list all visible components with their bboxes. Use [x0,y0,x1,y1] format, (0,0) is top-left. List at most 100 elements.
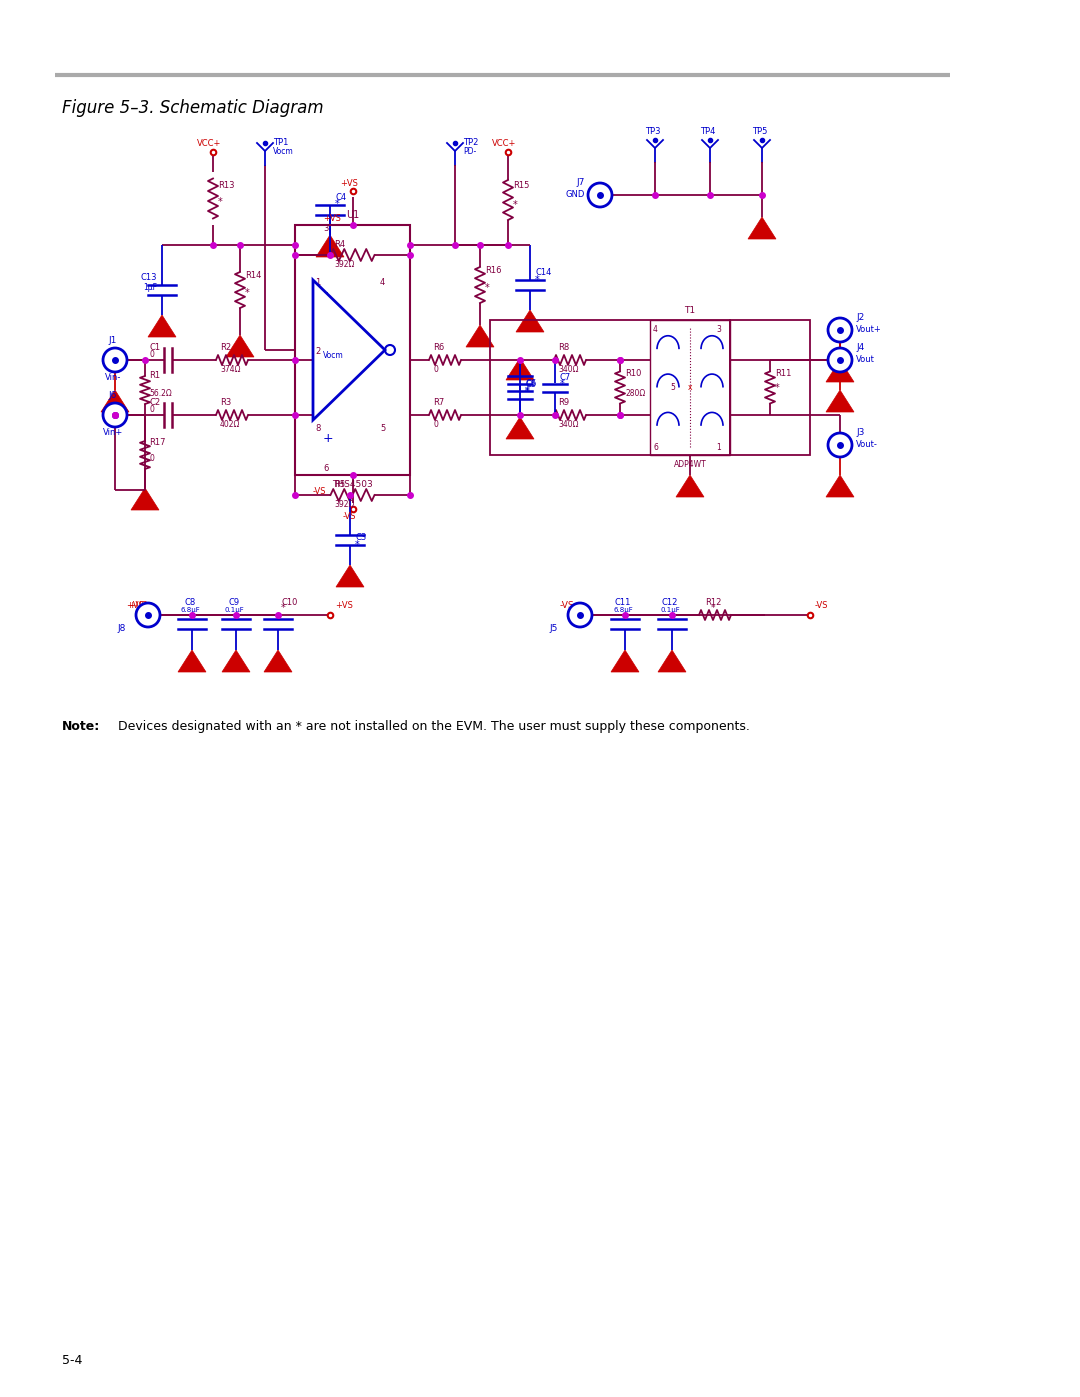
Text: C8: C8 [185,598,195,608]
Text: TP2: TP2 [463,138,478,147]
Text: 280Ω: 280Ω [625,388,645,398]
Text: 6: 6 [653,443,658,453]
Text: *: * [355,541,360,550]
Text: TP1: TP1 [273,138,288,147]
Text: -VS: -VS [815,601,828,610]
Polygon shape [516,310,544,332]
Polygon shape [336,564,364,587]
Text: R15: R15 [513,182,529,190]
Text: 5-4: 5-4 [62,1354,82,1368]
Text: R14: R14 [245,271,261,279]
Circle shape [103,402,127,427]
Text: R1: R1 [149,372,160,380]
Text: U1: U1 [346,210,360,219]
Text: +VS: +VS [340,179,357,189]
Text: *: * [711,604,715,613]
Text: R3: R3 [220,398,231,407]
Text: 1μF: 1μF [143,284,157,292]
Text: J6: J6 [109,391,118,400]
Bar [490,320,730,455]
Text: Vocm: Vocm [273,147,294,156]
Text: R5: R5 [335,481,346,489]
Text: J1: J1 [109,337,118,345]
Text: C1: C1 [150,344,161,352]
Text: *: * [335,198,340,210]
Text: C7: C7 [561,373,571,381]
Text: J2: J2 [856,313,864,321]
Text: R8: R8 [558,344,569,352]
Polygon shape [226,335,254,358]
Polygon shape [826,390,854,412]
Text: R2: R2 [220,344,231,352]
Text: +VS: +VS [323,214,341,224]
Text: VCC+: VCC+ [491,138,516,148]
Circle shape [828,433,852,457]
Text: J4: J4 [856,344,864,352]
Polygon shape [102,390,129,412]
Bar [295,225,410,475]
Polygon shape [826,475,854,497]
Text: R17: R17 [149,439,165,447]
Text: 392Ω: 392Ω [335,500,355,509]
Text: 3: 3 [716,326,720,334]
Text: C4: C4 [335,193,346,203]
Text: 0: 0 [433,420,437,429]
Text: 5: 5 [670,383,675,391]
Polygon shape [264,650,292,672]
Text: Vocm: Vocm [323,351,343,360]
Text: C10: C10 [281,598,297,608]
Text: J5: J5 [550,624,558,633]
Text: ADP4WT: ADP4WT [674,460,706,469]
Text: C6: C6 [525,379,537,388]
Text: Vin+: Vin+ [103,427,123,437]
Text: -VS: -VS [313,488,326,496]
Polygon shape [178,650,206,672]
Text: *: * [245,288,249,298]
Text: C3: C3 [355,534,366,542]
Text: 2: 2 [315,346,321,356]
Text: R4: R4 [335,240,346,249]
Polygon shape [611,650,639,672]
Text: C14: C14 [535,268,552,277]
Text: x: x [688,383,692,391]
Text: 0: 0 [149,454,153,462]
Text: 5: 5 [380,425,386,433]
Text: C2: C2 [150,398,161,407]
Text: GND: GND [566,190,585,198]
Text: *: * [525,387,530,397]
Text: 0: 0 [433,365,437,374]
Text: 56.2Ω: 56.2Ω [149,388,172,398]
Text: R6: R6 [433,344,444,352]
Text: 1: 1 [315,278,321,286]
Bar [730,320,810,455]
Polygon shape [826,360,854,381]
Text: -: - [323,286,327,299]
Text: 0.1μF: 0.1μF [660,608,680,613]
Bar [650,320,730,455]
Text: R12: R12 [705,598,721,608]
Text: *: * [535,275,540,285]
Text: R11: R11 [775,369,792,377]
Text: Vout+: Vout+ [856,326,881,334]
Text: Vin-: Vin- [105,373,121,381]
Text: C11: C11 [615,598,631,608]
Circle shape [588,183,612,207]
Text: C5: C5 [525,380,536,388]
Text: 374Ω: 374Ω [220,365,241,374]
Text: R9: R9 [558,398,569,407]
Polygon shape [658,650,686,672]
Text: 6.8μF: 6.8μF [613,608,633,613]
Circle shape [828,348,852,372]
Text: Devices designated with an * are not installed on the EVM. The user must supply : Devices designated with an * are not ins… [118,719,750,733]
Text: C9: C9 [229,598,240,608]
Text: J7: J7 [577,177,585,187]
Text: *: * [525,386,530,395]
Text: 3: 3 [323,224,328,233]
Text: PD-: PD- [463,147,476,156]
Text: TP3: TP3 [645,127,661,136]
Text: R16: R16 [485,265,501,275]
Text: *: * [561,380,565,390]
Text: +: + [323,433,334,446]
Polygon shape [465,326,494,346]
Text: 402Ω: 402Ω [220,420,241,429]
